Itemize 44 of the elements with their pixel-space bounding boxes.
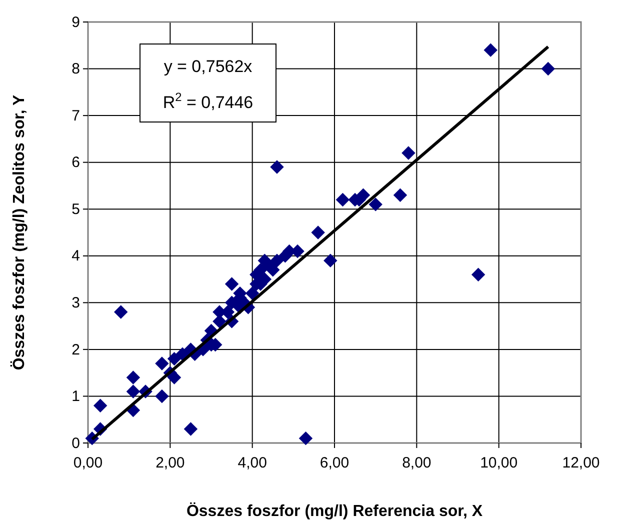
point	[402, 146, 416, 160]
x-tick-label: 0,00	[73, 454, 103, 472]
annotation: R$^{2}$ = 0,7446	[162, 90, 254, 112]
point	[324, 254, 338, 268]
point	[270, 254, 284, 268]
point	[541, 62, 555, 76]
x-tick-label: 12,00	[562, 454, 600, 472]
y-axis-title: Összes foszfor (mg/l) Zeolitos sor, Y	[10, 94, 28, 370]
x-tick-label: 6,00	[320, 454, 350, 472]
y-tick-label: 7	[72, 107, 80, 124]
point	[114, 305, 128, 319]
point	[484, 43, 498, 57]
y-tick-label: 8	[72, 60, 80, 78]
y-tick-label: 5	[72, 200, 80, 218]
x-tick-label: 10,00	[480, 454, 518, 472]
point	[155, 389, 169, 404]
point	[167, 352, 182, 366]
x-tick-label: 4,00	[238, 454, 267, 472]
annotation: y = 0,7562x	[164, 57, 253, 76]
x-tick-label: 8,00	[402, 454, 432, 472]
y-tick-label: 9	[72, 14, 80, 31]
point	[336, 192, 350, 207]
x-tick-label: 2,00	[156, 454, 185, 472]
point	[298, 431, 313, 446]
point	[245, 286, 260, 300]
point	[356, 188, 370, 202]
point	[224, 277, 239, 291]
point	[270, 160, 284, 174]
point	[368, 198, 382, 212]
point	[311, 226, 325, 240]
point	[471, 268, 486, 282]
point	[126, 384, 140, 398]
point	[155, 356, 169, 370]
point	[184, 422, 198, 436]
y-tick-label: 3	[72, 294, 80, 312]
y-tick-label: 2	[72, 341, 80, 358]
point	[393, 188, 408, 202]
y-tick-label: 4	[72, 248, 80, 265]
y-tick-label: 1	[72, 388, 80, 406]
x-axis-title: Összes foszfor (mg/l) Referencia sor, X	[186, 502, 483, 520]
y-tick-label: 0	[72, 434, 80, 452]
y-tick-label: 6	[72, 154, 80, 172]
point	[93, 398, 108, 412]
point	[126, 370, 140, 384]
